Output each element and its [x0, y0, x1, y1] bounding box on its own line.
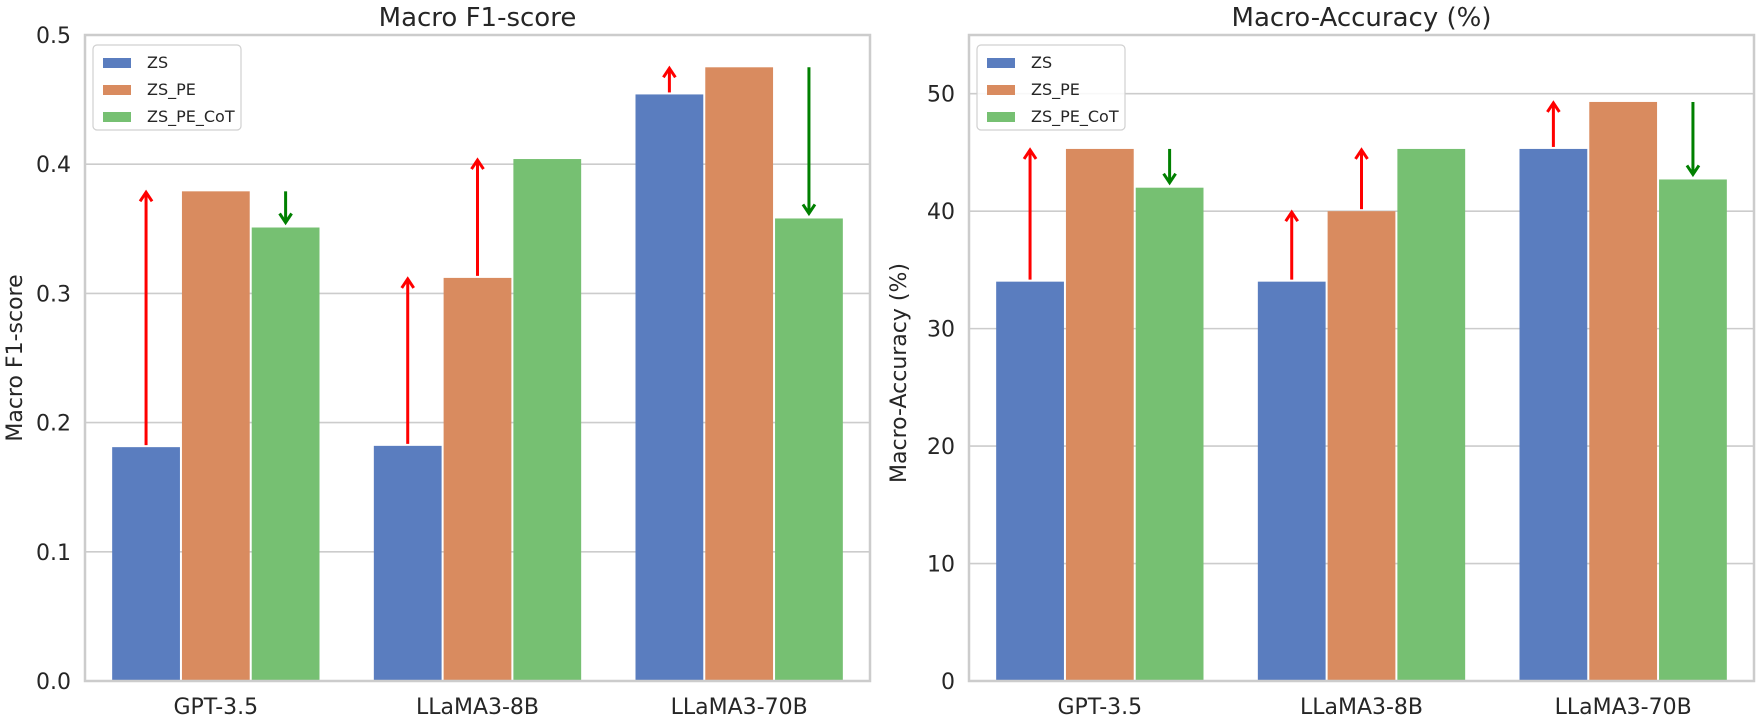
legend-label: ZS_PE: [1031, 80, 1080, 100]
bar-zs-pe-llama3-70b: [705, 67, 774, 682]
arrow-up: [400, 276, 415, 444]
legend-label: ZS: [1031, 53, 1052, 72]
y-tick-label: 30: [927, 318, 955, 343]
y-tick-label: 0.5: [36, 24, 71, 49]
chart-title: Macro-Accuracy (%): [1232, 3, 1492, 33]
arrow-down: [801, 67, 817, 217]
y-tick-label: 20: [927, 435, 955, 460]
bar-zs-pe-llama3-8b: [1327, 211, 1396, 681]
arrow-up: [1022, 147, 1038, 280]
bar-zs-pe-cot-llama3-70b: [1659, 179, 1727, 681]
arrow-down: [278, 191, 293, 226]
y-tick-label: 10: [927, 553, 955, 578]
y-tick-label: 0.1: [36, 541, 71, 566]
bar-zs-pe-gpt-3-5: [181, 191, 250, 681]
arrow-up: [470, 157, 485, 276]
bar-zs-llama3-8b: [1257, 281, 1326, 681]
chart-panel-2: 0 10 20 30 40 50 GPT-3.5 LLaMA3-8B LLaMA3-70B Mac…: [887, 3, 1756, 720]
x-tick-label: LLaMA3-70B: [1555, 695, 1692, 720]
bar-zs-gpt-3-5: [112, 447, 180, 681]
legend-swatch: [987, 85, 1015, 95]
bar-zs-llama3-8b: [373, 445, 442, 681]
bar-zs-pe-cot-gpt-3-5: [1135, 187, 1204, 681]
plot-frame: [83, 33, 872, 683]
plot-frame: [967, 33, 1756, 683]
bar-zs-pe-cot-llama3-8b: [1397, 148, 1466, 681]
legend-swatch: [987, 112, 1015, 122]
y-tick-label: 0.0: [36, 670, 71, 695]
y-tick-label: 0.3: [36, 282, 71, 307]
arrow-up: [1284, 209, 1299, 280]
y-tick-label: 0.4: [36, 153, 71, 178]
y-tick-label: 0.2: [36, 412, 71, 437]
bar-zs-pe-llama3-8b: [443, 277, 512, 681]
bar-zs-gpt-3-5: [996, 281, 1064, 681]
bar-zs-llama3-70b: [1519, 148, 1588, 681]
bar-zs-llama3-70b: [635, 94, 704, 681]
arrow-up: [1546, 100, 1561, 147]
arrow-up: [138, 189, 154, 446]
x-tick-label: GPT-3.5: [1057, 695, 1142, 720]
legend: ZS ZS_PE ZS_PE_CoT: [92, 44, 242, 131]
legend: ZS ZS_PE ZS_PE_CoT: [976, 44, 1126, 131]
arrow-up: [1354, 147, 1369, 210]
legend-swatch: [987, 58, 1015, 68]
chart-title: Macro F1-score: [379, 3, 577, 33]
legend-swatch: [103, 112, 131, 122]
bar-zs-pe-cot-llama3-8b: [513, 159, 582, 682]
bar-zs-pe-cot-llama3-70b: [775, 218, 843, 682]
legend-label: ZS_PE: [147, 80, 196, 100]
bar-zs-pe-cot-gpt-3-5: [251, 227, 320, 681]
arrow-down: [1162, 148, 1177, 186]
legend-swatch: [103, 85, 131, 95]
bar-zs-pe-llama3-70b: [1589, 101, 1658, 681]
legend-label: ZS_PE_CoT: [1031, 107, 1119, 127]
y-tick-label: 50: [927, 83, 955, 108]
x-tick-label: GPT-3.5: [173, 695, 258, 720]
y-axis-label: Macro F1-score: [3, 274, 28, 441]
arrow-up: [662, 65, 677, 93]
legend-swatch: [103, 58, 131, 68]
legend-label: ZS_PE_CoT: [147, 107, 235, 127]
y-tick-label: 0: [941, 670, 955, 695]
x-tick-label: LLaMA3-70B: [671, 695, 808, 720]
chart-panel-1: 0.0 0.1 0.2 0.3 0.4 0.5 GPT-3.5 LLaMA3-8B LLaMA3…: [3, 3, 872, 720]
x-tick-label: LLaMA3-8B: [416, 695, 539, 720]
x-tick-label: LLaMA3-8B: [1300, 695, 1423, 720]
y-tick-label: 40: [927, 200, 955, 225]
y-axis-label: Macro-Accuracy (%): [887, 263, 912, 483]
bar-zs-pe-gpt-3-5: [1065, 148, 1134, 681]
legend-label: ZS: [147, 53, 168, 72]
arrow-down: [1685, 101, 1701, 178]
